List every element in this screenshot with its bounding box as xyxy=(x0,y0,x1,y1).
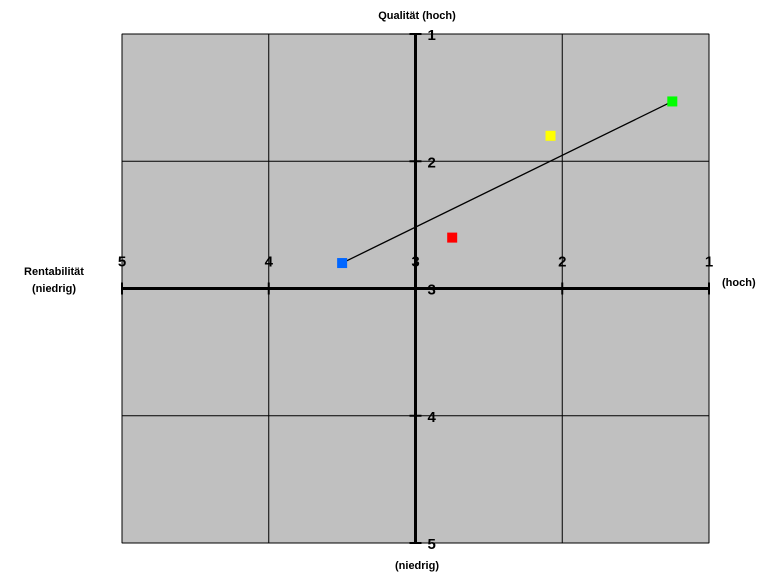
x-tick-label-1: 1 xyxy=(705,254,713,271)
tick-labels: 5 4 3 2 1 1 2 3 4 5 xyxy=(118,27,713,553)
trend-line-group xyxy=(341,100,673,264)
x-tick-label-2: 2 xyxy=(558,254,566,271)
x-axis-label: Rentabilität xyxy=(24,266,84,278)
y-tick-label-2: 2 xyxy=(428,154,436,171)
x-tick-label-5: 5 xyxy=(118,254,126,271)
data-point-2 xyxy=(447,232,458,243)
trend-line xyxy=(341,100,673,264)
x-axis-low-label: (niedrig) xyxy=(32,283,76,295)
x-tick-label-3: 3 xyxy=(411,254,419,271)
x-axis-high-label: (hoch) xyxy=(722,277,756,289)
y-tick-label-1: 1 xyxy=(428,27,436,44)
x-tick-label-4: 4 xyxy=(265,254,274,271)
y-tick-label-5: 5 xyxy=(428,536,436,553)
data-points xyxy=(337,96,678,269)
y-axis-top-label: Qualität (hoch) xyxy=(378,10,456,22)
y-tick-label-4: 4 xyxy=(428,409,437,426)
y-tick-label-3: 3 xyxy=(428,282,436,299)
data-point-4 xyxy=(667,96,678,107)
y-axis-bottom-label: (niedrig) xyxy=(395,560,439,572)
data-point-3 xyxy=(545,130,556,141)
data-point-1 xyxy=(337,258,348,269)
